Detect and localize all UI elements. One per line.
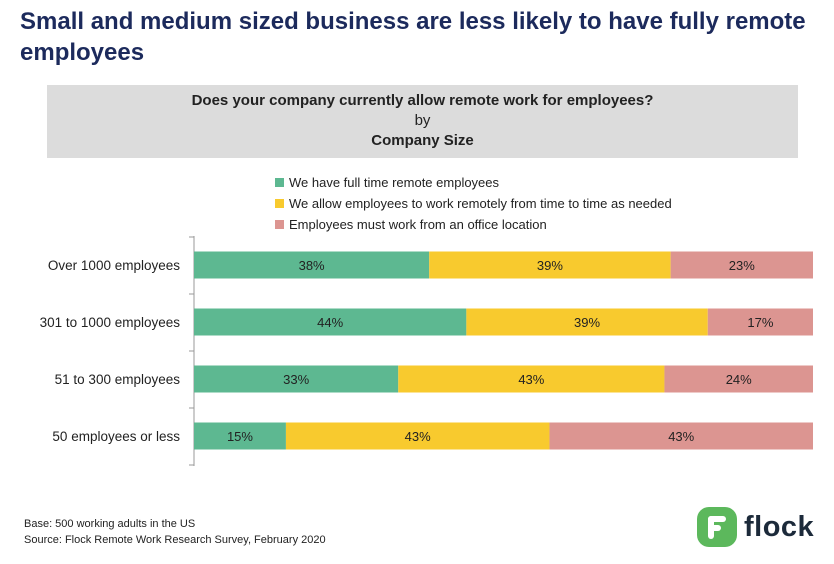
- footnote-base: Base: 500 working adults in the US: [24, 518, 196, 530]
- bar-segment: [670, 251, 813, 279]
- bar-segment: [549, 422, 813, 450]
- bar-data-label: 15%: [227, 429, 253, 444]
- footnote: Base: 500 working adults in the US Sourc…: [24, 516, 326, 548]
- legend-item-full-remote: We have full time remote employees: [275, 172, 672, 193]
- bar-segment: [707, 308, 813, 336]
- bar-data-label: 43%: [518, 372, 544, 387]
- stacked-bar-chart: Over 1000 employees 38% 39% 23% 301 to 1000 …: [40, 236, 813, 466]
- legend-item-sometimes-remote: We allow employees to work remotely from…: [275, 193, 672, 214]
- bar-segment: [194, 422, 286, 450]
- bar-data-label: 43%: [405, 429, 431, 444]
- question-dimension: Company Size: [371, 132, 474, 149]
- bar-data-label: 33%: [283, 372, 309, 387]
- bar-data-label: 24%: [726, 372, 752, 387]
- flock-logo-icon: [697, 507, 737, 547]
- chart-headline: Small and medium sized business are less…: [20, 8, 806, 66]
- question-box: Does your company currently allow remote…: [47, 85, 798, 158]
- bar-segment: [466, 308, 708, 336]
- legend-label: Employees must work from an office locat…: [289, 217, 547, 232]
- bar-segment: [398, 365, 665, 393]
- bar-segment: [429, 251, 671, 279]
- chart-legend: We have full time remote employees We al…: [275, 172, 672, 235]
- flock-logo: flock: [697, 507, 814, 547]
- category-label: 50 employees or less: [52, 429, 180, 444]
- legend-swatch: [275, 220, 284, 229]
- bar-data-label: 39%: [537, 258, 563, 273]
- bar-data-label: 39%: [574, 315, 600, 330]
- bar-data-label: 23%: [729, 258, 755, 273]
- bar-data-label: 43%: [668, 429, 694, 444]
- bar-segment: [194, 251, 430, 279]
- bar-segment: [194, 308, 467, 336]
- legend-item-office-only: Employees must work from an office locat…: [275, 214, 672, 235]
- category-label: 301 to 1000 employees: [40, 315, 181, 330]
- category-label: 51 to 300 employees: [55, 372, 181, 387]
- bar-segment: [285, 422, 550, 450]
- footnote-source: Source: Flock Remote Work Research Surve…: [24, 534, 326, 546]
- legend-label: We allow employees to work remotely from…: [289, 196, 672, 211]
- category-label: Over 1000 employees: [48, 258, 180, 273]
- bar-data-label: 17%: [747, 315, 773, 330]
- legend-swatch: [275, 199, 284, 208]
- bar-data-label: 38%: [299, 258, 325, 273]
- bar-segment: [194, 365, 399, 393]
- bar-segment: [664, 365, 813, 393]
- question-by: by: [414, 112, 431, 129]
- bar-data-label: 44%: [317, 315, 343, 330]
- legend-label: We have full time remote employees: [289, 175, 500, 190]
- question-text: Does your company currently allow remote…: [191, 92, 654, 109]
- flock-logo-text: flock: [744, 510, 815, 543]
- legend-swatch: [275, 178, 284, 187]
